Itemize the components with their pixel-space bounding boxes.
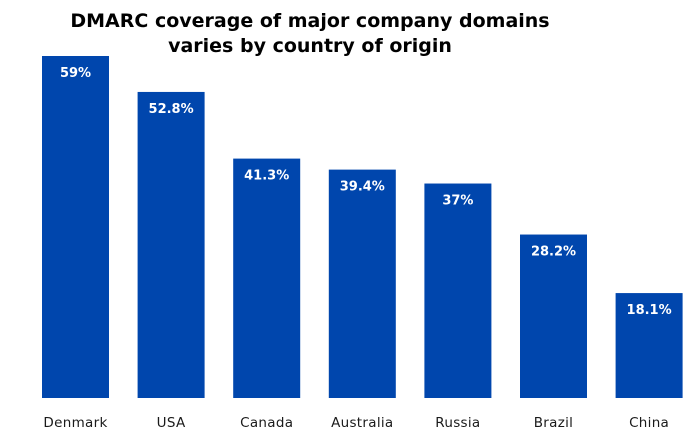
bar-value-label-china: 18.1% <box>627 303 672 318</box>
bar-china <box>615 293 683 398</box>
bar-value-label-usa: 52.8% <box>149 102 194 117</box>
chart-title: DMARC coverage of major company domains … <box>0 9 620 59</box>
x-tick-label-brazil: Brazil <box>534 415 573 431</box>
bar-value-label-denmark: 59% <box>60 66 91 81</box>
bar-brazil <box>520 234 587 398</box>
x-tick-label-russia: Russia <box>435 415 480 431</box>
bar-denmark <box>42 56 109 398</box>
x-tick-label-australia: Australia <box>331 415 393 431</box>
x-axis-tick-labels: Denmark USA Canada Australia Russia Brazil Chi… <box>43 415 669 431</box>
bar-value-label-australia: 39.4% <box>340 180 385 195</box>
value-labels-group: 59% 52.8% 41.3% 39.4% 37% 28.2% 18.1% <box>60 66 672 318</box>
x-tick-label-china: China <box>629 415 669 431</box>
bar-australia <box>328 169 396 398</box>
bar-usa <box>137 91 205 399</box>
chart-title-line-2: varies by country of origin <box>168 35 452 57</box>
chart-title-line-1: DMARC coverage of major company domains <box>70 10 550 32</box>
x-tick-label-usa: USA <box>157 415 186 431</box>
bars-group <box>42 56 683 399</box>
bar-value-label-russia: 37% <box>442 194 473 209</box>
bar-value-label-canada: 41.3% <box>244 169 289 184</box>
bar-canada <box>233 158 301 398</box>
bar-russia <box>424 183 492 398</box>
bar-value-label-brazil: 28.2% <box>531 245 576 260</box>
x-tick-label-canada: Canada <box>240 415 293 431</box>
x-tick-label-denmark: Denmark <box>43 415 107 431</box>
